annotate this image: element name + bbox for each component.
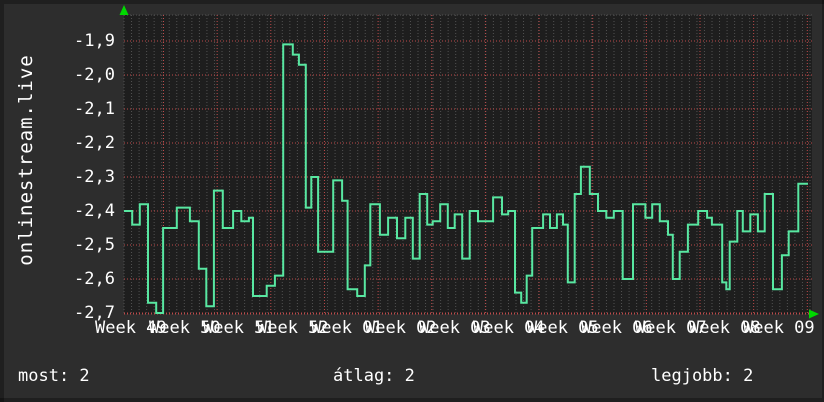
plot-area bbox=[124, 15, 812, 314]
week-label: Week 49 bbox=[95, 318, 167, 338]
week-label: Week 50 bbox=[149, 318, 221, 338]
week-label: Week 03 bbox=[419, 318, 491, 338]
stat-atlag: átlag: 2 bbox=[333, 366, 415, 386]
y-tick-label: -2,7 bbox=[74, 303, 115, 323]
week-label: Week 08 bbox=[689, 318, 761, 338]
y-tick-label: -2,3 bbox=[74, 167, 115, 187]
stat-most: most: 2 bbox=[18, 366, 90, 386]
data-step-line bbox=[124, 43, 808, 314]
stat-legjobb: legjobb: 2 bbox=[651, 366, 754, 386]
y-tick-label: -2,5 bbox=[74, 235, 115, 255]
y-tick-label: -2,0 bbox=[74, 65, 115, 85]
y-tick-label: -2,2 bbox=[74, 133, 115, 153]
week-label: Week 01 bbox=[311, 318, 383, 338]
week-label: Week 04 bbox=[473, 318, 545, 338]
week-label: Week 51 bbox=[203, 318, 275, 338]
week-label: Week 09 bbox=[743, 318, 815, 338]
week-label: Week 02 bbox=[365, 318, 437, 338]
y-tick-label: -2,4 bbox=[74, 201, 115, 221]
week-label: Week 07 bbox=[635, 318, 707, 338]
x-axis-arrow-icon bbox=[809, 309, 819, 319]
major-gridlines bbox=[124, 15, 812, 315]
week-label: Week 05 bbox=[527, 318, 599, 338]
y-tick-label: -2,1 bbox=[74, 99, 115, 119]
y-tick-label: -1,9 bbox=[74, 31, 115, 51]
week-label: Week 06 bbox=[581, 318, 653, 338]
week-label: Week 52 bbox=[257, 318, 329, 338]
y-tick-label: -2,6 bbox=[74, 269, 115, 289]
y-axis-arrow-icon bbox=[119, 5, 129, 15]
